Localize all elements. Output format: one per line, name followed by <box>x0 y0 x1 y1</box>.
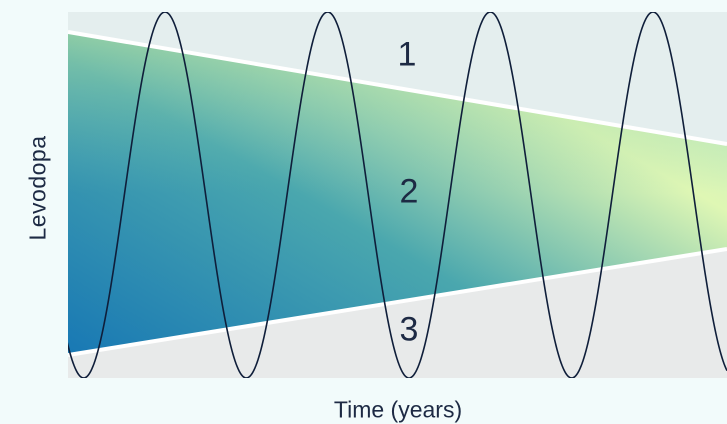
lower-boundary-line <box>68 247 727 357</box>
zone-label-3: 3 <box>399 310 419 349</box>
x-axis-label: Time (years) <box>333 396 463 423</box>
zone-label-1: 1 <box>397 35 417 74</box>
zone-label-2: 2 <box>399 172 419 211</box>
y-axis-label: Levodopa <box>24 135 51 241</box>
upper-boundary-line <box>68 30 727 146</box>
lower-zone <box>68 249 727 378</box>
levodopa-oscillation-curve <box>68 12 727 378</box>
